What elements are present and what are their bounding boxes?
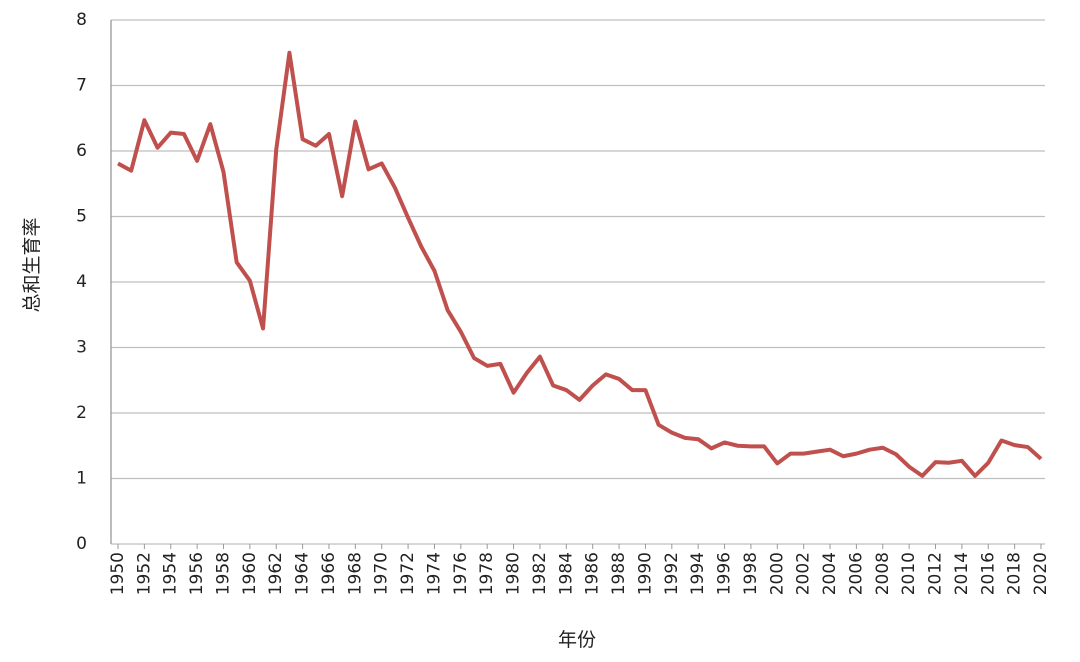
x-tick-label: 1978 [477, 552, 497, 595]
x-tick-label: 1972 [398, 552, 418, 595]
y-tick-label: 5 [76, 207, 87, 227]
x-tick-label: 1964 [293, 552, 313, 595]
x-tick-label: 2020 [1031, 552, 1051, 595]
x-tick-label: 1996 [715, 552, 735, 595]
x-tick-label: 1962 [266, 552, 286, 595]
x-tick-label: 2000 [767, 552, 787, 595]
x-tick-label: 2006 [846, 552, 866, 595]
x-tick-label: 2002 [794, 552, 814, 595]
x-tick-label: 1980 [504, 552, 524, 595]
x-tick-label: 1984 [556, 552, 576, 595]
x-tick-label: 1992 [662, 552, 682, 595]
x-tick-label: 1954 [161, 552, 181, 595]
y-tick-label: 2 [76, 403, 87, 423]
y-axis-title: 总和生育率 [21, 217, 43, 312]
y-tick-label: 1 [76, 469, 87, 489]
x-tick-label: 1988 [609, 552, 629, 595]
x-tick-label: 1968 [345, 552, 365, 595]
x-axis-title: 年份 [558, 629, 596, 651]
x-tick-label: 2014 [952, 552, 972, 595]
y-tick-label: 7 [76, 76, 87, 96]
x-tick-label: 1982 [530, 552, 550, 595]
x-tick-label: 1994 [688, 552, 708, 595]
x-tick-label: 1990 [635, 552, 655, 595]
y-tick-label: 8 [76, 10, 87, 30]
x-tick-label: 2010 [899, 552, 919, 595]
y-tick-label: 3 [76, 338, 87, 358]
x-tick-label: 2018 [1005, 552, 1025, 595]
x-tick-label: 1970 [372, 552, 392, 595]
data-line [117, 50, 1043, 478]
x-tick-label: 2016 [978, 552, 998, 595]
x-tick-label: 1960 [240, 552, 260, 595]
x-tick-label: 2008 [873, 552, 893, 595]
y-tick-label: 6 [76, 141, 87, 161]
x-tick-label: 1974 [424, 552, 444, 595]
x-tick-label: 1958 [213, 552, 233, 595]
x-tick-label: 1966 [319, 552, 339, 595]
y-tick-label: 0 [76, 534, 87, 554]
y-tick-label: 4 [76, 272, 87, 292]
x-tick-label: 1986 [583, 552, 603, 595]
x-tick-label: 1998 [741, 552, 761, 595]
x-tick-label: 1950 [108, 552, 128, 595]
x-tick-label: 2012 [926, 552, 946, 595]
x-tick-label: 1956 [187, 552, 207, 595]
x-tick-label: 2004 [820, 552, 840, 595]
x-tick-label: 1976 [451, 552, 471, 595]
x-tick-label: 1952 [134, 552, 154, 595]
